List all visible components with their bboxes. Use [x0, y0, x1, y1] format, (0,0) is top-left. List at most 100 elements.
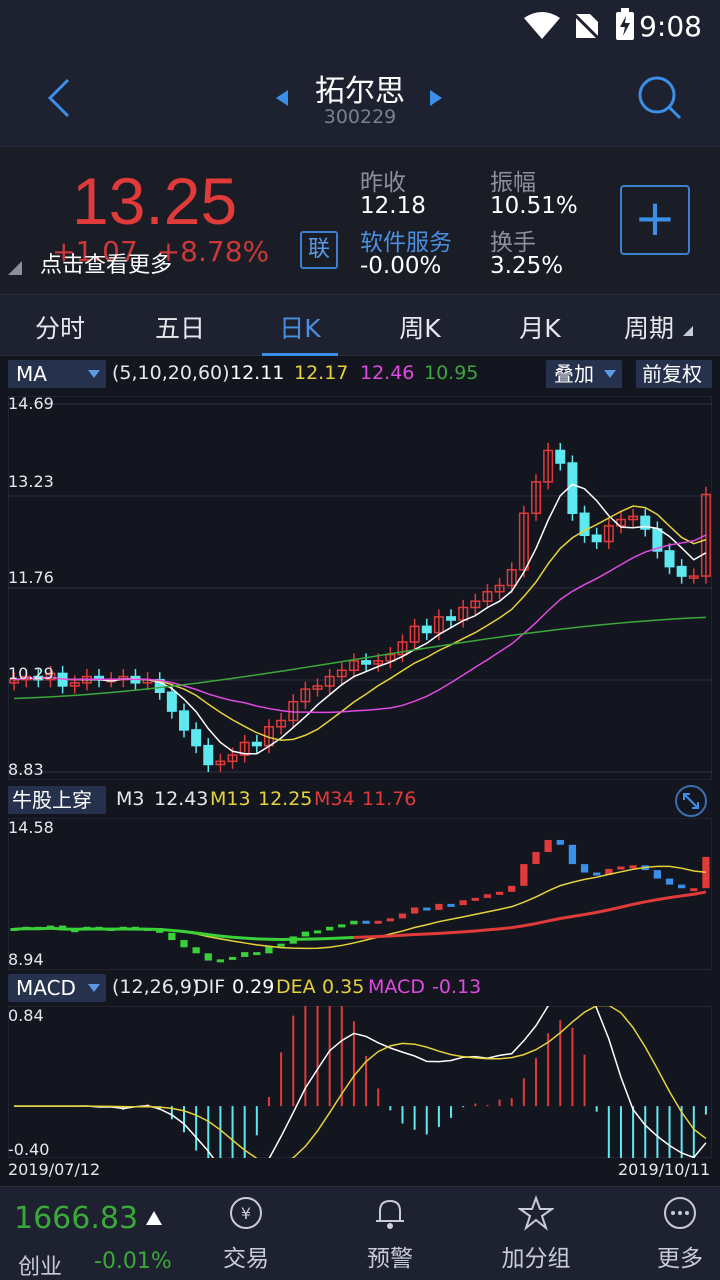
tab-weekly-k[interactable]: 周K — [399, 314, 441, 343]
period-dropdown-icon — [683, 326, 693, 336]
star-icon — [516, 1195, 556, 1231]
tab-monthly-k[interactable]: 月K — [519, 314, 561, 343]
price-change-pct: +8.78% — [156, 235, 270, 268]
nav-add-group[interactable]: 加分组 — [486, 1195, 586, 1273]
candle-body — [664, 550, 675, 568]
bull-bar — [483, 894, 492, 898]
m3-label: M3 — [116, 788, 145, 810]
sector-link[interactable]: 软件服务 — [360, 230, 452, 256]
nav-more[interactable]: 更多 — [630, 1195, 720, 1273]
candle-body — [518, 512, 529, 571]
tab-five-day[interactable]: 五日 — [154, 314, 205, 343]
candle-body — [628, 515, 639, 521]
bull-y-top: 14.58 — [8, 818, 54, 837]
m34-line-red — [353, 890, 707, 939]
candle-body — [397, 641, 408, 656]
candle-body — [591, 534, 602, 543]
candle-body — [215, 760, 226, 766]
dea-line — [14, 1006, 707, 1158]
active-tab-indicator — [262, 353, 338, 357]
bull-bar — [374, 920, 382, 924]
index-name: 创业 — [18, 1255, 63, 1280]
corner-triangle-icon — [8, 261, 22, 275]
bottom-bar: 1666.83 创业 -0.01% ¥ 交易 预警 加分组 更多 — [0, 1186, 720, 1280]
nav-trade-label: 交易 — [223, 1246, 269, 1272]
bull-bar — [544, 839, 552, 853]
macd-indicator-dropdown[interactable]: MACD — [8, 974, 106, 1002]
m34-value: 11.76 — [362, 788, 417, 810]
dea-label: DEA — [276, 976, 316, 998]
next-stock-icon[interactable] — [428, 88, 444, 108]
date-start: 2019/07/12 — [8, 1160, 101, 1179]
m3-value: 12.43 — [154, 788, 209, 810]
bull-bar — [580, 864, 589, 873]
expand-icon[interactable] — [674, 784, 708, 818]
ma10-line — [13, 505, 707, 742]
ma-indicator-dropdown[interactable]: MA — [8, 360, 106, 388]
candle-body — [506, 569, 517, 587]
bull-bar — [350, 920, 358, 925]
bull-y-bottom: 8.94 — [8, 950, 44, 969]
price-change: +1.07 — [52, 235, 138, 268]
bull-bar — [326, 926, 334, 931]
bull-bar — [241, 952, 249, 957]
macd-chart[interactable] — [8, 1006, 712, 1158]
index-change: -0.01% — [94, 1249, 172, 1274]
nav-more-label: 更多 — [657, 1246, 703, 1272]
bull-bar — [192, 947, 200, 954]
lian-badge[interactable]: 联 — [300, 231, 338, 269]
candle-body — [251, 741, 262, 747]
ma5-line — [13, 483, 707, 755]
price-change-row: +1.07 +8.78% — [52, 235, 269, 268]
kline-chart[interactable] — [8, 396, 712, 780]
bull-bar — [653, 870, 662, 879]
bull-bar — [678, 884, 686, 889]
bull-bar — [593, 872, 601, 876]
tab-daily-k[interactable]: 日K — [279, 314, 321, 343]
bull-bar — [702, 856, 710, 889]
svg-text:¥: ¥ — [241, 1204, 251, 1223]
tab-intraday[interactable]: 分时 — [34, 314, 85, 343]
battery-charging-icon — [616, 8, 634, 40]
bull-bar — [508, 885, 516, 892]
bull-indicator-dropdown[interactable]: 牛股上穿 — [8, 786, 106, 814]
prev-stock-icon[interactable] — [274, 88, 290, 108]
tab-period[interactable]: 周期 — [623, 314, 674, 343]
bull-bar — [180, 940, 188, 948]
bull-bar — [386, 918, 394, 922]
bell-icon — [376, 1199, 404, 1229]
chart-frame — [8, 818, 712, 970]
nav-trade[interactable]: ¥ 交易 — [196, 1195, 296, 1273]
index-value[interactable]: 1666.83 — [14, 1201, 139, 1236]
date-end: 2019/10/11 — [618, 1160, 711, 1179]
index-up-icon — [146, 1211, 162, 1225]
see-more-link[interactable]: 点击查看更多 — [40, 253, 173, 278]
macd-indicator-label: MACD — [16, 976, 76, 1000]
turnover-value: 3.25% — [490, 253, 564, 279]
bull-bar — [605, 868, 613, 875]
add-watchlist-button[interactable]: + — [620, 185, 690, 255]
candle-body — [179, 710, 189, 731]
period-tabs: 分时 五日 日K 周K 月K 周期 — [0, 294, 720, 357]
bull-chart[interactable] — [8, 818, 712, 970]
adjust-button[interactable]: 前复权 — [636, 360, 712, 388]
bull-bar — [265, 946, 273, 954]
candle-body — [700, 493, 711, 577]
candle-body — [421, 625, 432, 634]
search-icon[interactable] — [636, 74, 684, 122]
overlay-dropdown[interactable]: 叠加 — [546, 360, 622, 388]
ma60-line — [14, 616, 706, 700]
candle-body — [227, 754, 238, 763]
nav-alert[interactable]: 预警 — [340, 1195, 440, 1273]
m34-line-green — [13, 926, 354, 941]
back-icon[interactable] — [44, 76, 74, 120]
bull-bar — [447, 903, 455, 907]
bull-bar — [277, 943, 285, 947]
chevron-down-icon — [604, 370, 616, 378]
macd-y-top: 0.84 — [8, 1006, 44, 1025]
current-price: 13.25 — [72, 164, 238, 238]
dea-value: 0.35 — [322, 976, 365, 998]
chart-area: MA (5,10,20,60) 12.11 12.17 12.46 10.95 … — [0, 356, 720, 1186]
candle-body — [300, 688, 311, 703]
bull-bar — [690, 888, 698, 892]
